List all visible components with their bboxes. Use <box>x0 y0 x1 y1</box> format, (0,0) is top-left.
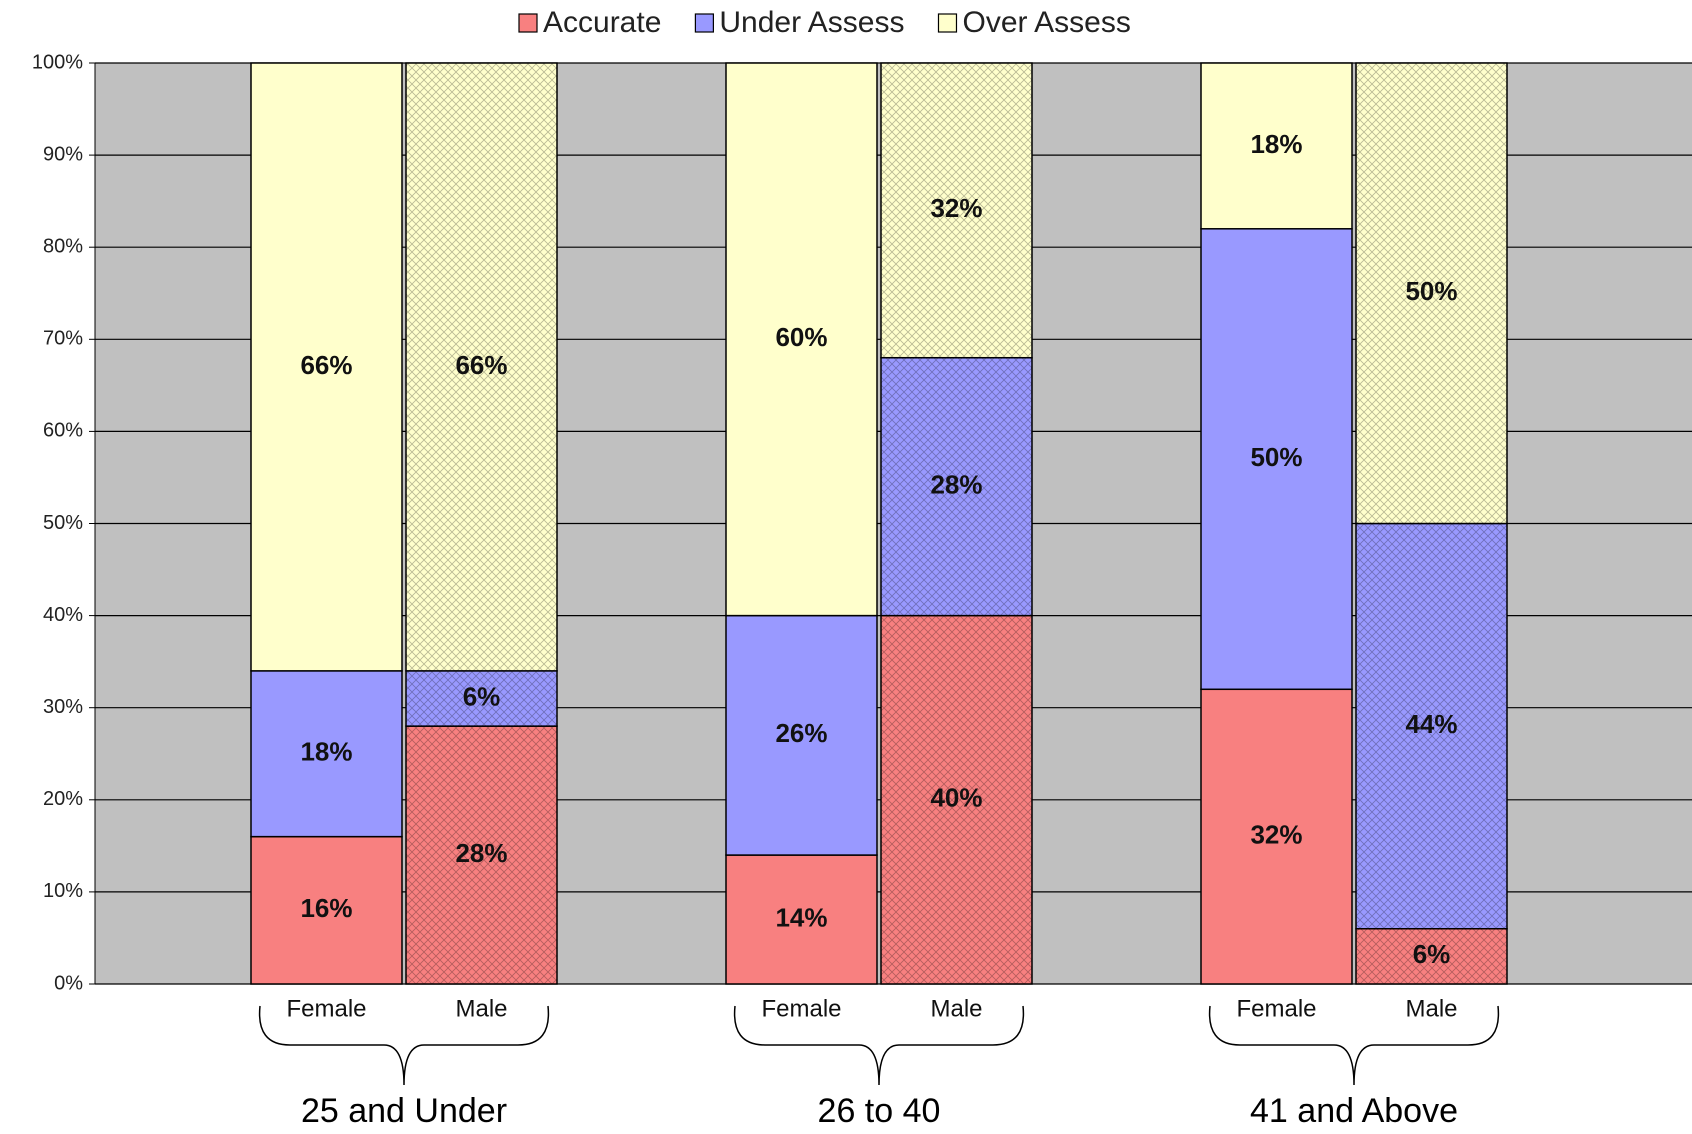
y-tick-label: 50% <box>43 512 83 534</box>
data-label: 28% <box>455 838 507 868</box>
data-label: 32% <box>1250 820 1302 850</box>
group-brace <box>1208 1005 1500 1086</box>
y-tick-label: 30% <box>43 696 83 718</box>
group-label: 41 and Above <box>1250 1092 1458 1130</box>
bar-segment <box>250 670 403 838</box>
legend-swatch <box>937 13 958 33</box>
x-tick-label: Female <box>761 995 841 1022</box>
bar-segment <box>1200 228 1353 691</box>
y-tick-label: 10% <box>43 880 83 902</box>
data-label: 32% <box>930 193 982 223</box>
legend-label: Accurate <box>543 6 661 39</box>
bar-segment <box>880 356 1033 617</box>
x-tick-label: Female <box>1236 995 1316 1022</box>
data-label: 6% <box>1413 939 1451 969</box>
data-label: 14% <box>775 902 827 932</box>
group-label: 26 to 40 <box>818 1092 941 1130</box>
y-tick-label: 20% <box>43 788 83 810</box>
y-tick-label: 100% <box>32 51 83 73</box>
bar-segment <box>250 835 403 985</box>
bar-segment <box>725 62 878 617</box>
x-tick-label: Male <box>1405 995 1457 1022</box>
legend-swatch <box>518 13 538 33</box>
bar-segment <box>405 670 558 727</box>
bar-segment <box>880 614 1033 985</box>
bar-segment <box>405 725 558 985</box>
x-tick-label: Female <box>286 995 366 1022</box>
bar-segment <box>1355 62 1508 525</box>
data-label: 26% <box>775 718 827 748</box>
x-tick-label: Male <box>930 995 982 1022</box>
data-label: 44% <box>1405 709 1457 739</box>
bar-segment <box>725 614 878 856</box>
data-label: 18% <box>300 737 352 767</box>
legend-label: Over Assess <box>962 6 1130 39</box>
y-tick-label: 90% <box>43 143 83 165</box>
group-brace <box>733 1005 1025 1086</box>
bar-segment <box>405 62 558 672</box>
bar-segment <box>1355 522 1508 930</box>
y-tick-label: 0% <box>54 972 83 994</box>
bar-segment <box>880 62 1033 359</box>
legend-label: Under Assess <box>719 6 904 39</box>
data-label: 28% <box>930 470 982 500</box>
data-label: 18% <box>1250 129 1302 159</box>
y-tick-label: 70% <box>43 328 83 350</box>
data-label: 60% <box>775 322 827 352</box>
bar-segment <box>1200 62 1353 230</box>
data-label: 6% <box>463 681 501 711</box>
legend-swatch <box>694 13 714 33</box>
y-tick-label: 80% <box>43 235 83 257</box>
data-label: 50% <box>1405 276 1457 306</box>
group-brace <box>258 1005 550 1086</box>
bar-segment <box>725 854 878 985</box>
y-tick-label: 60% <box>43 420 83 442</box>
bar-segment <box>250 62 403 672</box>
data-label: 66% <box>455 350 507 380</box>
data-label: 16% <box>300 893 352 923</box>
bar-segment <box>1200 688 1353 985</box>
group-label: 25 and Under <box>301 1092 507 1130</box>
data-label: 66% <box>300 350 352 380</box>
data-label: 40% <box>930 783 982 813</box>
y-tick-label: 40% <box>43 604 83 626</box>
x-tick-label: Male <box>455 995 507 1022</box>
data-label: 50% <box>1250 442 1302 472</box>
bar-segment <box>1355 927 1508 985</box>
